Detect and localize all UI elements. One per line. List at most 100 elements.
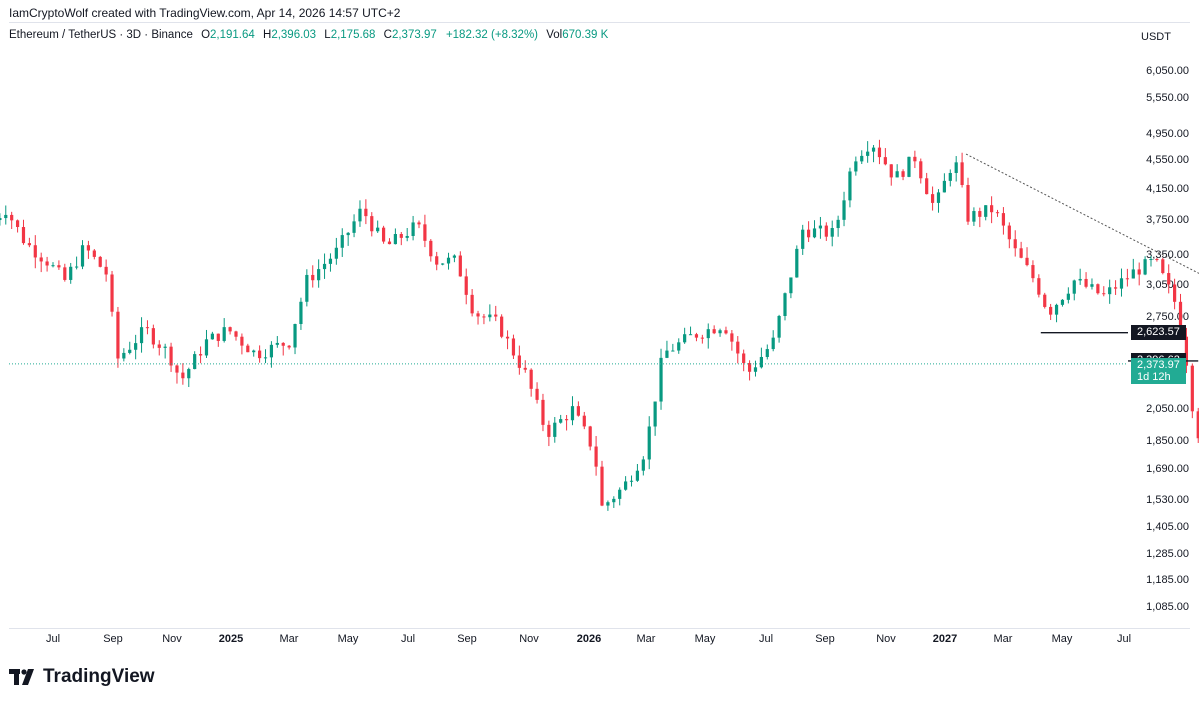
candle-body	[706, 329, 710, 339]
candle-body	[724, 330, 728, 334]
time-tick-label: Mar	[993, 633, 1013, 645]
candle-body	[936, 192, 941, 203]
candle-body	[824, 225, 828, 237]
attribution-text: IamCryptoWolf created with TradingView.c…	[9, 6, 401, 20]
candle-body	[612, 498, 616, 503]
candle-body	[854, 161, 858, 172]
current-price-label: 2,373.97	[1137, 358, 1180, 371]
time-tick-label: May	[337, 633, 359, 645]
candle-body	[376, 227, 380, 232]
candle-body	[600, 466, 604, 506]
candle-body	[293, 324, 297, 348]
candle-body	[1167, 273, 1171, 285]
time-tick-label: Jul	[45, 633, 61, 645]
price-tick-label: 1,085.00	[1146, 601, 1189, 614]
candle-body	[1113, 287, 1118, 289]
candle-body	[381, 227, 386, 242]
symbol-name[interactable]: Ethereum / TetherUS · 3D · Binance	[9, 29, 193, 41]
candle-body	[86, 245, 91, 251]
candle-body	[240, 336, 244, 346]
candle-body	[470, 294, 474, 314]
candle-body	[1190, 365, 1194, 412]
time-tick-label: Nov	[876, 633, 896, 645]
candle-body	[1049, 306, 1053, 315]
candle-body	[51, 265, 55, 267]
candle-body	[181, 372, 185, 379]
candle-body	[423, 224, 427, 241]
candle-body	[275, 342, 279, 345]
candle-body	[966, 185, 970, 222]
candle-body	[1025, 257, 1029, 266]
candle-body	[990, 205, 994, 213]
candle-body	[759, 356, 763, 368]
price-tick-label: 5,550.00	[1146, 91, 1189, 104]
candle-body	[694, 334, 699, 338]
candle-body	[889, 164, 893, 178]
candle-body	[1119, 278, 1124, 289]
candle-body	[564, 419, 569, 421]
candle-body	[346, 232, 350, 236]
price-tick-label: 4,550.00	[1146, 153, 1189, 166]
candle-body	[588, 426, 592, 447]
candle-body	[352, 221, 356, 233]
price-tick-label: 3,750.00	[1146, 214, 1189, 227]
price-tick-label: 6,050.00	[1146, 64, 1189, 77]
candle-body	[122, 352, 126, 359]
candle-body	[860, 155, 864, 162]
price-tick-label: 1,530.00	[1146, 494, 1189, 506]
volume-value: 670.39 K	[562, 29, 609, 41]
candle-body	[80, 245, 85, 267]
candle-body	[771, 337, 775, 350]
chart-frame	[9, 22, 1190, 629]
candle-body	[883, 157, 887, 165]
candle-body	[1054, 304, 1059, 315]
candle-body	[1096, 284, 1100, 294]
candle-body	[1037, 278, 1041, 295]
candle-body	[942, 180, 946, 193]
time-tick-label: 2027	[932, 633, 958, 645]
candle-body	[4, 214, 8, 219]
candle-body	[134, 343, 138, 350]
candle-body	[1102, 293, 1106, 295]
candle-body	[169, 346, 173, 366]
candle-body	[984, 205, 988, 217]
tradingview-logo[interactable]: TradingView	[9, 666, 155, 688]
candle-body	[895, 171, 899, 178]
candle-body	[1155, 259, 1159, 261]
candle-body	[228, 327, 232, 332]
candle-body	[399, 234, 403, 238]
candle-body	[39, 257, 43, 262]
candle-body	[795, 248, 799, 278]
candle-body	[269, 344, 274, 358]
candle-body	[198, 354, 203, 356]
candle-body	[299, 301, 303, 325]
candle-body	[641, 459, 645, 471]
candle-body	[688, 334, 693, 336]
candle-body	[972, 211, 976, 222]
candle-body	[765, 349, 769, 357]
time-tick-label: Mar	[279, 633, 299, 645]
candle-body	[730, 333, 734, 342]
time-tick-label: Jul	[758, 633, 774, 645]
candle-body	[75, 266, 79, 268]
candle-body	[429, 240, 433, 257]
candle-body	[618, 489, 622, 499]
candle-body	[441, 263, 445, 265]
candle-body	[511, 338, 516, 356]
time-tick-label: Nov	[519, 633, 539, 645]
candle-body	[505, 336, 510, 339]
candle-body	[523, 367, 527, 370]
time-tick-label: Jul	[400, 633, 416, 645]
candle-body	[258, 350, 262, 359]
candle-body	[1007, 225, 1011, 240]
candle-body	[281, 342, 285, 346]
candle-body	[494, 314, 498, 317]
symbol-legend: Ethereum / TetherUS · 3D · Binance O2,19…	[9, 29, 608, 41]
candle-body	[204, 339, 209, 356]
candle-body	[925, 178, 929, 195]
candle-body	[405, 235, 409, 238]
candle-body	[517, 355, 521, 368]
candle-body	[370, 216, 374, 232]
candle-body	[683, 334, 687, 343]
